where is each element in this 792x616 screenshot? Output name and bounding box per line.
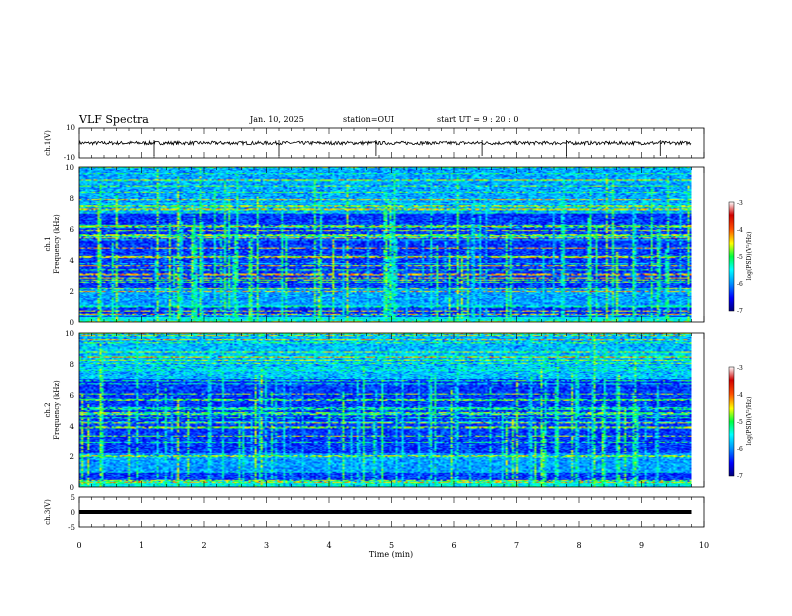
ch3-ytick-bottom: -5 (68, 524, 75, 532)
ch2-spectrogram-ticks (78, 333, 705, 487)
time-tick-label: 3 (264, 541, 269, 550)
ch2-spectrogram-panel: 10 8 6 4 2 0 ch.2 Frequency (kHz) (44, 330, 705, 492)
start-time-label: start UT = 9 : 20 : 0 (437, 115, 518, 124)
ch2-ytick-6: 6 (70, 392, 75, 400)
ch1-ytick-bottom: -10 (64, 154, 75, 162)
time-tick-label: 0 (76, 541, 81, 550)
ch1-cb-tick-3: -3 (737, 200, 743, 207)
time-axis-label: Time (min) (369, 550, 413, 559)
ch1-spectrogram-panel: 10 8 6 4 2 0 ch.1 Frequency (kHz) (44, 164, 705, 327)
ch2-spectrogram-image (79, 333, 692, 487)
ch1-spectrogram-ticks (78, 167, 705, 322)
time-tick-label: 10 (699, 541, 709, 550)
ch1-waveform-trace (78, 139, 692, 156)
ch1-waveform-panel: 10 -10 ch.1(V) (44, 124, 705, 162)
ch1-cb-tick-4: -4 (737, 227, 743, 234)
ch2-colorbar-label: log(PSD)(V²/Hz) (746, 397, 753, 446)
ch1-ytick-0: 0 (70, 319, 74, 327)
time-tick-label: 4 (326, 541, 331, 550)
ch2-cb-tick-5: -5 (737, 419, 743, 426)
ch2-cb-tick-3: -3 (737, 365, 743, 372)
ch1-spectrogram-ylabel: Frequency (kHz) (53, 214, 61, 274)
time-tick-label: 7 (514, 541, 519, 550)
ch2-channel-label: ch.2 (44, 402, 52, 417)
ch2-cb-tick-4: -4 (737, 392, 743, 399)
ch3-waveform-ylabel: ch.3(V) (44, 499, 52, 525)
ch1-cb-tick-5: -5 (737, 254, 743, 261)
ch3-ytick-mid: 0 (71, 509, 75, 517)
ch2-ytick-0: 0 (70, 484, 74, 492)
ch1-ytick-2: 2 (70, 288, 74, 296)
time-tick-label: 8 (576, 541, 581, 550)
ch2-spectrogram-ylabel: Frequency (kHz) (53, 380, 61, 440)
time-axis-tick-labels: 0 1 2 3 4 5 6 7 8 9 10 (76, 541, 709, 550)
time-tick-label: 9 (639, 541, 644, 550)
ch1-ytick-top: 10 (66, 124, 75, 132)
time-tick-label: 6 (451, 541, 456, 550)
ch1-waveform-ticks (78, 128, 705, 158)
time-tick-label: 5 (389, 541, 394, 550)
ch3-waveform-ticks (78, 497, 705, 527)
ch1-cb-tick-7: -7 (737, 308, 743, 315)
ch1-colorbar: -3 -4 -5 -6 -7 log(PSD)(V²/Hz) (728, 200, 753, 315)
ch1-colorbar-scale (728, 201, 735, 312)
date-label: Jan. 10, 2025 (249, 115, 304, 124)
time-tick-label: 1 (139, 541, 144, 550)
ch1-channel-label: ch.1 (44, 236, 52, 251)
ch1-ytick-10: 10 (65, 164, 74, 172)
ch3-ytick-top: 5 (71, 494, 75, 502)
ch2-ytick-2: 2 (70, 453, 74, 461)
ch2-colorbar-scale (728, 366, 735, 477)
time-tick-label: 2 (201, 541, 206, 550)
ch1-ytick-8: 8 (70, 195, 74, 203)
ch2-cb-tick-6: -6 (737, 446, 743, 453)
ch1-waveform-ylabel: ch.1(V) (44, 130, 52, 156)
ch1-spectrogram-image (79, 167, 692, 322)
ch3-waveform-panel: 5 0 -5 ch.3(V) (44, 494, 705, 532)
figure-title: VLF Spectra (78, 113, 149, 126)
ch1-ytick-4: 4 (70, 257, 75, 265)
ch1-ytick-6: 6 (70, 226, 75, 234)
ch1-cb-tick-6: -6 (737, 281, 743, 288)
station-label: station=OUI (343, 115, 394, 124)
ch2-ytick-4: 4 (70, 423, 75, 431)
ch1-colorbar-label: log(PSD)(V²/Hz) (746, 232, 753, 281)
ch2-colorbar: -3 -4 -5 -6 -7 log(PSD)(V²/Hz) (728, 365, 753, 480)
ch2-ytick-10: 10 (65, 330, 74, 338)
ch2-ytick-8: 8 (70, 361, 74, 369)
ch2-cb-tick-7: -7 (737, 473, 743, 480)
